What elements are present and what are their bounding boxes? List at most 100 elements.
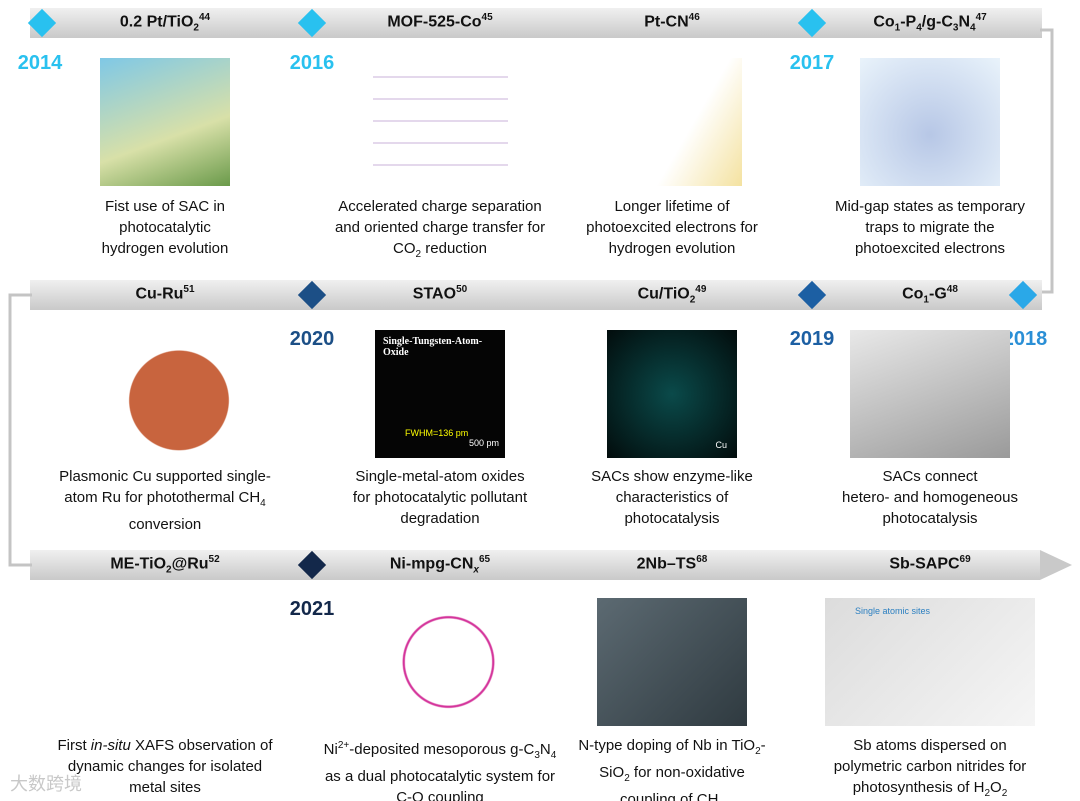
text-part: Sb-SAPC <box>889 555 960 573</box>
item-caption: Ni2+-deposited mesoporous g-C3N4 as a dua… <box>305 735 575 801</box>
caption-line: N-type doping of Nb in TiO2- <box>537 735 807 762</box>
caption-line: Ni2+-deposited mesoporous g-C3N4 <box>305 735 575 766</box>
item-caption: Plasmonic Cu supported single-atom Ru fo… <box>30 466 300 535</box>
text-part: reduction <box>421 240 487 257</box>
text-part: -G <box>928 285 947 303</box>
text-part: N <box>539 741 551 758</box>
text-part: photocatalysis <box>624 510 720 527</box>
item-title: 2Nb–TS68 <box>552 554 792 573</box>
text-part: 48 <box>946 284 958 295</box>
item-title: Pt-CN46 <box>552 12 792 31</box>
text-part: 2 <box>1001 788 1008 799</box>
text-part: degradation <box>400 510 480 527</box>
item-caption: Fist use of SAC in photocatalytic hydrogen… <box>30 196 300 259</box>
text-part: 46 <box>688 12 700 23</box>
caption-line: photocatalysis <box>537 508 807 529</box>
caption-line: Sb atoms dispersed on <box>795 735 1065 756</box>
caption-line: Accelerated charge separation <box>305 196 575 217</box>
caption-line: and oriented charge transfer for <box>305 217 575 238</box>
caption-line: hetero- and homogeneous <box>795 487 1065 508</box>
text-part: metal sites <box>129 779 201 796</box>
item-title: Co1-G48 <box>810 284 1050 306</box>
year-label: 2014 <box>17 52 63 74</box>
text-part: 68 <box>696 554 708 565</box>
year-label: 2016 <box>289 52 335 74</box>
caption-line: Mid-gap states as temporary <box>795 196 1065 217</box>
text-part: -deposited mesoporous g-C <box>349 741 535 758</box>
caption-line: Longer lifetime of <box>537 196 807 217</box>
text-part: Single-metal-atom oxides <box>355 468 525 485</box>
item-image <box>90 598 240 726</box>
item-caption: Sb atoms dispersed on polymetric carbon n… <box>795 735 1065 801</box>
text-part: 4 <box>916 22 922 34</box>
text-part: Cu-Ru <box>135 285 184 303</box>
text-part: hydrogen evolution <box>608 240 736 257</box>
item-image <box>602 58 742 186</box>
item-image <box>100 58 230 186</box>
item-image <box>850 330 1010 458</box>
text-part: Mid-gap states as temporary <box>834 198 1026 215</box>
caption-line: Fist use of SAC in <box>30 196 300 217</box>
item-image: Single-Tungsten-Atom-Oxide FWHM=136 pm 500… <box>375 330 505 458</box>
text-part: photoexcited electrons for <box>586 219 758 236</box>
image-text: Cu <box>715 440 727 450</box>
caption-line: polymetric carbon nitrides for <box>795 756 1065 777</box>
watermark: 大数跨境 <box>10 774 82 795</box>
caption-line: traps to migrate the <box>795 217 1065 238</box>
text-part: 44 <box>198 12 211 23</box>
arrow-head <box>1040 550 1072 580</box>
item-image: Single atomic sites <box>825 598 1035 726</box>
text-part: 45 <box>481 12 493 23</box>
year-label: 2019 <box>789 328 835 350</box>
item-caption: SACs connect hetero- and homogeneous photo… <box>795 466 1065 529</box>
text-part: 50 <box>456 284 468 295</box>
caption-line: metal sites <box>30 777 300 798</box>
text-part: 2 <box>624 773 630 784</box>
text-part: C-O coupling <box>396 789 484 801</box>
item-caption: Accelerated charge separation and oriente… <box>305 196 575 265</box>
timeline-bar <box>30 280 1042 310</box>
text-part: 4 <box>260 498 266 509</box>
year-label: 2017 <box>789 52 835 74</box>
text-part: 2+ <box>337 740 350 751</box>
text-part: 2Nb–TS <box>636 555 697 573</box>
text-part: 52 <box>208 554 220 565</box>
text-part: 2 <box>415 249 422 260</box>
text-part: -P <box>900 13 917 31</box>
year-label: 2018 <box>1002 328 1048 350</box>
text-part: atom Ru for photothermal CH <box>64 489 261 506</box>
item-caption: Single-metal-atom oxides for photocatalyt… <box>305 466 575 529</box>
text-part: 0.2 Pt/TiO <box>119 13 194 31</box>
text-part: polymetric carbon nitrides for <box>833 758 1027 775</box>
text-part: XAFS observation of <box>130 737 273 754</box>
item-image <box>95 330 235 458</box>
image-text: Single-Tungsten-Atom-Oxide <box>383 336 483 358</box>
text-part: characteristics of <box>615 489 729 506</box>
text-part: photoexcited electrons <box>854 240 1006 257</box>
text-part: Cu/TiO <box>637 285 690 303</box>
caption-line: Plasmonic Cu supported single- <box>30 466 300 487</box>
item-image <box>860 58 1000 186</box>
item-caption: N-type doping of Nb in TiO2- SiO2 for non… <box>537 735 807 801</box>
text-part: First <box>57 737 91 754</box>
text-part: SACs connect <box>882 468 978 485</box>
item-image <box>355 598 525 726</box>
caption-line: coupling of CH4 <box>537 789 807 801</box>
text-part: photosynthesis of H <box>852 779 985 796</box>
text-part: Accelerated charge separation <box>338 198 542 215</box>
caption-line: photocatalytic <box>30 217 300 238</box>
text-part: O <box>990 779 1002 796</box>
text-part: SACs show enzyme-like <box>591 468 753 485</box>
caption-line: characteristics of <box>537 487 807 508</box>
text-part: and oriented charge transfer for <box>334 219 546 236</box>
item-caption: First in-situ XAFS observation of dynamic… <box>30 735 300 798</box>
text-part: 2 <box>193 22 199 34</box>
image-text: Single atomic sites <box>855 606 931 616</box>
text-part: 3 <box>952 22 959 34</box>
text-part: Co <box>873 13 895 31</box>
text-part: for non-oxidative <box>629 764 745 781</box>
text-part: 4 <box>550 750 557 761</box>
caption-line: C-O coupling <box>305 787 575 801</box>
text-part: - <box>760 737 766 754</box>
